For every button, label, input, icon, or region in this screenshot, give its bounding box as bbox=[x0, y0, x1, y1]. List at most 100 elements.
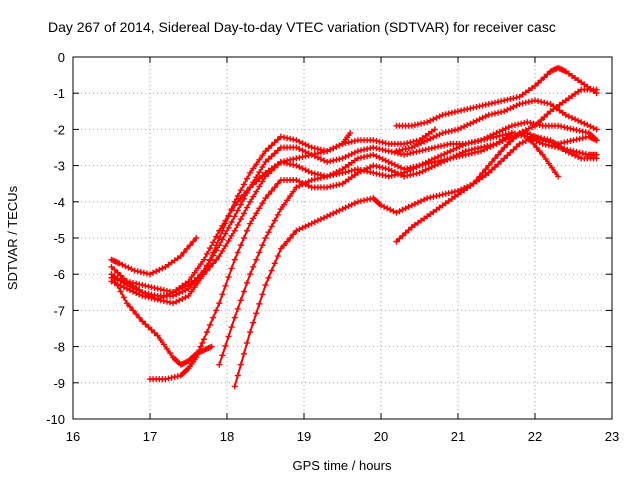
data-point-marker bbox=[511, 122, 518, 129]
data-point-marker bbox=[508, 122, 515, 129]
data-point-marker bbox=[210, 252, 217, 259]
data-point-marker bbox=[427, 211, 434, 218]
data-point-marker bbox=[441, 142, 448, 149]
data-point-marker bbox=[391, 161, 398, 168]
data-point-marker bbox=[234, 221, 241, 228]
data-point-marker bbox=[148, 295, 155, 302]
data-point-marker bbox=[535, 98, 542, 105]
data-point-marker bbox=[296, 182, 303, 189]
data-point-marker bbox=[453, 145, 460, 152]
data-point-marker bbox=[535, 119, 542, 126]
data-point-marker bbox=[176, 297, 183, 304]
data-point-marker bbox=[330, 172, 337, 179]
data-point-marker bbox=[530, 140, 537, 147]
data-point-marker bbox=[402, 145, 409, 152]
data-point-marker bbox=[410, 149, 417, 156]
data-point-marker bbox=[399, 232, 406, 239]
data-point-marker bbox=[314, 175, 321, 182]
data-point-marker bbox=[493, 140, 500, 147]
data-point-marker bbox=[379, 139, 386, 146]
data-point-marker bbox=[538, 135, 545, 142]
data-point-marker bbox=[237, 297, 244, 304]
data-point-marker bbox=[556, 101, 563, 108]
data-point-marker bbox=[108, 263, 115, 270]
data-point-marker bbox=[191, 269, 198, 276]
data-point-marker bbox=[302, 141, 309, 148]
data-point-marker bbox=[305, 143, 312, 150]
data-point-marker bbox=[502, 134, 509, 141]
data-point-marker bbox=[404, 151, 411, 158]
data-point-marker bbox=[317, 146, 324, 153]
data-point-marker bbox=[484, 145, 491, 152]
data-point-marker bbox=[207, 321, 214, 328]
data-point-marker bbox=[578, 119, 585, 126]
data-point-marker bbox=[473, 117, 480, 124]
data-point-marker bbox=[525, 98, 532, 105]
data-point-marker bbox=[277, 133, 284, 140]
data-point-marker bbox=[203, 250, 210, 257]
data-point-marker bbox=[575, 153, 582, 160]
data-point-marker bbox=[234, 207, 241, 214]
data-point-marker bbox=[453, 153, 460, 160]
data-point-marker bbox=[126, 287, 133, 294]
data-point-marker bbox=[130, 307, 137, 314]
data-point-marker bbox=[552, 169, 559, 176]
x-tick-label: 18 bbox=[220, 429, 234, 444]
data-point-marker bbox=[191, 284, 198, 291]
data-point-marker bbox=[364, 145, 371, 152]
data-point-marker bbox=[393, 148, 400, 155]
data-point-marker bbox=[234, 305, 241, 312]
axis-ticks: 16 17 18 19 20 21 22 23 0 -1 -2 -3 -4 -5 -6 -7 -8 -9 -10 bbox=[46, 50, 619, 444]
data-point-marker bbox=[287, 235, 294, 241]
data-point-marker bbox=[505, 132, 512, 139]
data-point-marker bbox=[123, 285, 130, 292]
data-point-marker bbox=[191, 278, 198, 285]
data-point-marker bbox=[504, 141, 511, 148]
data-point-marker bbox=[345, 139, 352, 146]
data-point-marker bbox=[428, 128, 435, 135]
data-point-marker bbox=[154, 285, 161, 292]
data-point-marker bbox=[450, 146, 457, 153]
data-point-marker bbox=[398, 164, 405, 171]
data-point-marker bbox=[382, 157, 389, 164]
data-point-marker bbox=[247, 169, 254, 176]
data-point-marker bbox=[528, 124, 535, 131]
data-point-marker bbox=[145, 324, 152, 331]
data-point-marker bbox=[274, 136, 281, 143]
data-point-marker bbox=[539, 151, 546, 158]
data-point-marker bbox=[434, 143, 441, 150]
data-point-marker bbox=[498, 109, 505, 116]
data-point-marker bbox=[467, 105, 474, 112]
data-point-marker bbox=[117, 277, 124, 284]
data-point-marker bbox=[575, 77, 582, 84]
data-point-marker bbox=[568, 114, 575, 121]
data-point-marker bbox=[357, 147, 364, 154]
data-point-marker bbox=[407, 150, 414, 157]
y-tick-label: -8 bbox=[53, 340, 65, 355]
data-point-marker bbox=[441, 156, 448, 163]
data-point-marker bbox=[311, 170, 318, 177]
data-point-marker bbox=[213, 233, 220, 240]
data-point-marker bbox=[439, 130, 446, 137]
data-point-marker bbox=[388, 172, 395, 179]
x-tick-label: 16 bbox=[66, 429, 80, 444]
data-point-marker bbox=[441, 151, 448, 158]
data-point-marker bbox=[438, 143, 445, 150]
data-point-marker bbox=[430, 193, 437, 200]
data-point-marker bbox=[459, 142, 466, 149]
data-point-marker bbox=[336, 170, 343, 177]
data-point-marker bbox=[170, 300, 177, 307]
data-point-marker bbox=[262, 169, 269, 176]
data-point-marker bbox=[376, 145, 383, 152]
y-tick-label: -10 bbox=[46, 412, 65, 427]
data-point-marker bbox=[462, 151, 469, 158]
data-point-marker bbox=[414, 121, 421, 128]
data-point-marker bbox=[410, 171, 417, 178]
data-point-marker bbox=[203, 262, 210, 269]
data-point-marker bbox=[271, 150, 278, 157]
data-point-marker bbox=[290, 136, 297, 143]
series-line bbox=[111, 132, 597, 301]
data-point-marker bbox=[473, 177, 480, 184]
data-point-marker bbox=[581, 81, 588, 88]
data-point-marker bbox=[408, 202, 415, 209]
